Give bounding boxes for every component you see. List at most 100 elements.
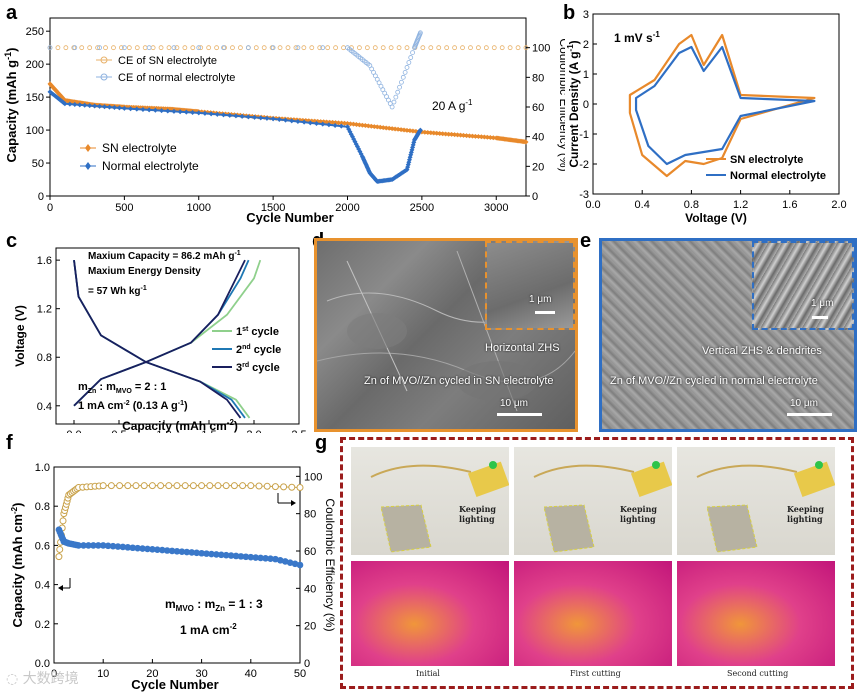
point-ce-normal [404, 65, 410, 70]
point-ce-f [271, 483, 279, 491]
point-capacity-f [119, 543, 127, 551]
point-normal [62, 101, 68, 107]
inset-scale-e: 1 μm [811, 298, 834, 309]
point-sn [484, 134, 490, 140]
keeping-label-3: Keeping lighting [787, 504, 824, 524]
x-tick-label-c: 0.5 [111, 429, 126, 433]
watermark-text: 大数跨境 [22, 671, 79, 687]
point-capacity-f [109, 542, 117, 550]
point-capacity-f [227, 552, 235, 559]
point-sn [404, 127, 410, 133]
point-normal [338, 123, 344, 129]
chart-b: 0.0 0.4 0.8 1.2 1.6 2.0 -3 -2 -1 0 1 2 3 1 mV s-1 Vo… [566, 9, 847, 225]
point-ce-normal [399, 79, 404, 85]
point-capacity-f [277, 556, 284, 564]
point-sn [389, 126, 395, 132]
point-ce-sn [325, 45, 331, 51]
point-capacity-f [203, 550, 210, 557]
point-ce-sn [103, 45, 108, 51]
point-normal [77, 102, 83, 108]
point-sn [428, 130, 434, 136]
x-tick-label-f: 0 [51, 668, 57, 680]
legend-c1: 1st cycle [236, 326, 279, 338]
point-ce-normal [295, 45, 301, 51]
point-capacity-f [242, 553, 250, 561]
point-ce-sn [126, 45, 132, 51]
xlabel-f: Cycle Number [131, 677, 218, 692]
point-capacity-f [163, 547, 171, 554]
point-sn [431, 130, 437, 136]
point-sn [398, 127, 404, 133]
legend-b-normal: Normal electrolyte [730, 170, 826, 182]
y-tick-label-a: 250 [26, 26, 44, 38]
point-ce-sn [356, 45, 362, 51]
point-sn [446, 131, 452, 137]
point-ce-sn [261, 45, 267, 51]
x-tick-label-b: 0.8 [684, 199, 699, 211]
point-ce-sn [333, 45, 339, 51]
point-normal [152, 107, 158, 113]
point-ce-f [157, 482, 165, 490]
point-capacity-f [99, 542, 107, 549]
point-ce-sn [79, 45, 85, 51]
point-sn [481, 134, 487, 140]
point-sn [440, 131, 446, 137]
ylabel-right-a: Coulombic Efficiency (%) [557, 38, 565, 171]
point-normal [146, 107, 152, 113]
x-tick-label-f: 20 [146, 668, 158, 680]
point-capacity-f [286, 559, 294, 566]
point-ce-f [206, 482, 214, 490]
point-ce-f [181, 482, 189, 490]
point-normal [190, 110, 196, 116]
point-ce-sn [230, 45, 235, 51]
point-ce-f [56, 545, 64, 553]
point-ce-sn [277, 45, 283, 51]
y-right-tick-label-f: 0 [304, 658, 310, 670]
point-normal [233, 113, 239, 119]
ann3-c: = 57 Wh kg-1 [88, 285, 147, 297]
point-capacity-f [217, 551, 225, 559]
sem-image-e: 1 μm Vertical ZHS & dendrites Zn of MVO/… [599, 238, 857, 432]
point-ce-normal [397, 84, 402, 90]
legend-ce-a: CE of SN electrolyte CE of normal electr… [96, 55, 235, 84]
y-right-tick-label-a: 40 [532, 132, 544, 144]
y-tick-label-f: 0.4 [35, 580, 50, 592]
point-normal [276, 117, 282, 123]
point-sn [523, 139, 529, 145]
point-ce-sn [499, 45, 505, 51]
point-sn [469, 133, 475, 139]
point-capacity-f [75, 542, 82, 549]
ann2-c: Maxium Energy Density [88, 266, 201, 277]
y-right-tick-label-f: 20 [304, 621, 316, 633]
x-tick-label-f: 50 [294, 668, 306, 680]
xlabel-c: Capacity (mAh cm-2) [122, 418, 238, 433]
x-tick-label-a: 500 [115, 202, 133, 214]
point-capacity-f [149, 546, 156, 553]
point-sn [443, 131, 449, 137]
point-sn [336, 120, 342, 126]
point-sn [392, 126, 398, 132]
point-capacity-f [178, 548, 186, 555]
legend-c3: 3rd cycle [236, 362, 280, 374]
point-ce-sn [436, 45, 442, 51]
point-ce-f [288, 483, 296, 491]
xlabel-a: Cycle Number [246, 210, 333, 225]
point-ce-sn [190, 45, 196, 51]
point-capacity-f [114, 543, 122, 550]
point-normal [107, 104, 112, 110]
point-sn [356, 122, 362, 128]
point-ce-f [124, 482, 132, 490]
point-capacity-f [104, 542, 112, 550]
point-sn [455, 132, 461, 138]
caption-second-cut: Second cutting [727, 669, 789, 678]
point-normal [183, 109, 189, 115]
y-right-tick-label-a: 60 [532, 102, 544, 114]
point-ce-normal [146, 45, 152, 51]
point-normal [134, 106, 140, 112]
point-sn [377, 124, 383, 130]
sem-label2-e: Zn of MVO//Zn cycled in normal electroly… [610, 375, 818, 387]
point-ce-f [230, 482, 238, 490]
x-tick-label-a: 2000 [335, 202, 359, 214]
point-capacity-f [158, 546, 166, 554]
point-ce-normal [417, 30, 423, 36]
